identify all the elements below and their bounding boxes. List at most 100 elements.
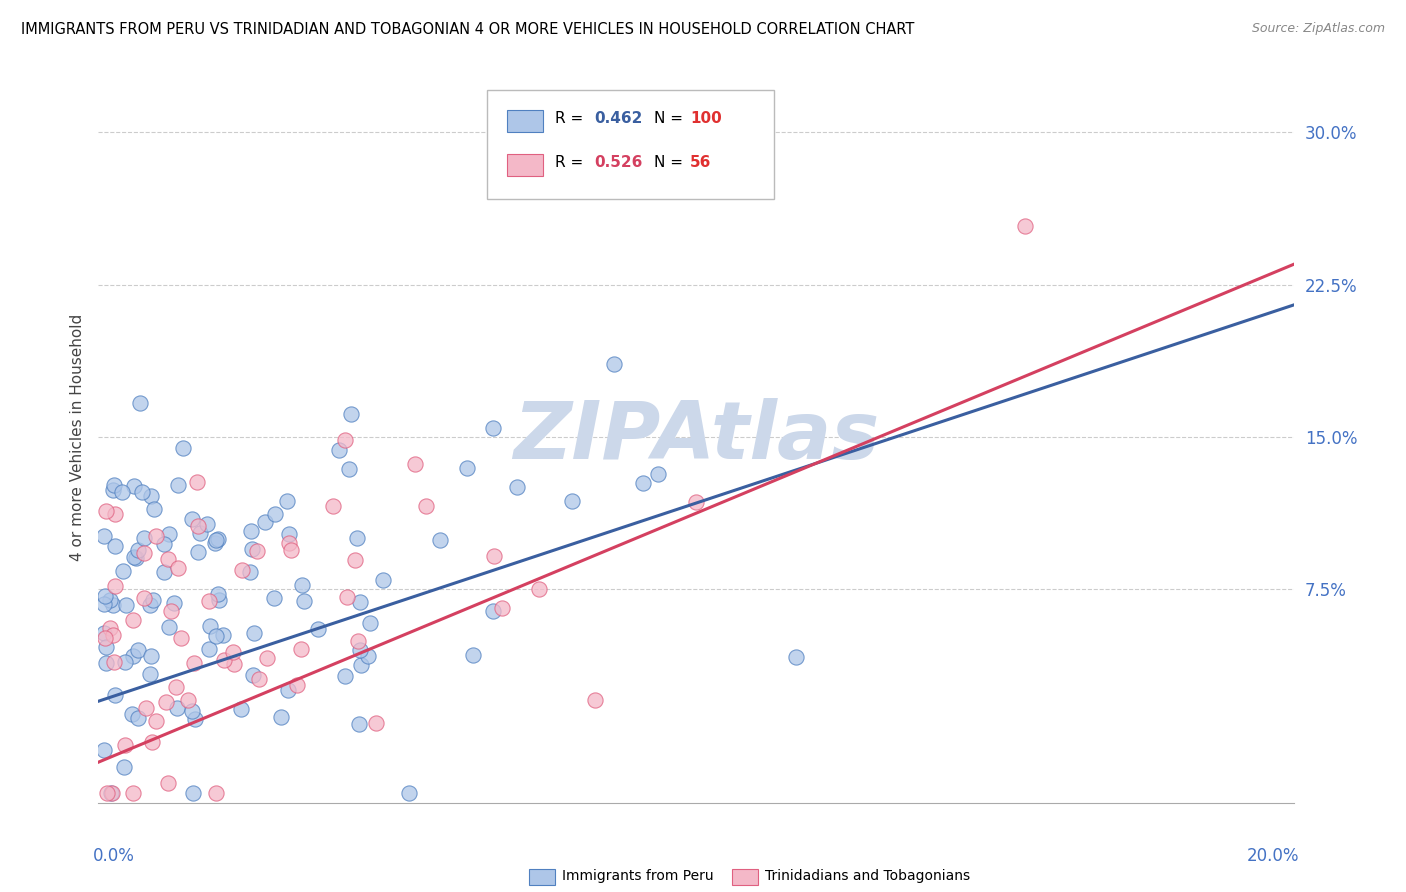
Point: [94, 640, 117, 655]
Point: [243, 625, 266, 640]
Point: [93, 597, 115, 611]
Point: [181, 786, 204, 800]
Point: [205, 786, 228, 800]
Point: [143, 502, 166, 516]
Point: [263, 591, 285, 606]
Point: [405, 457, 427, 471]
Point: [349, 642, 371, 657]
Point: [229, 701, 252, 715]
Point: [207, 587, 229, 601]
Text: R =: R =: [555, 155, 588, 170]
Point: [134, 531, 156, 545]
Text: 20.0%: 20.0%: [1247, 847, 1299, 864]
Point: [94, 657, 117, 671]
Point: [198, 641, 221, 656]
Point: [159, 604, 181, 618]
Point: [114, 656, 136, 670]
Point: [122, 613, 145, 627]
Point: [132, 546, 155, 560]
Point: [429, 533, 451, 547]
Point: [256, 651, 278, 665]
Point: [264, 507, 287, 521]
Point: [172, 441, 194, 455]
Point: [121, 649, 143, 664]
Text: ZIPAtlas: ZIPAtlas: [513, 398, 879, 476]
Point: [184, 712, 207, 726]
Point: [247, 672, 270, 686]
Point: [340, 407, 363, 421]
Text: Source: ZipAtlas.com: Source: ZipAtlas.com: [1251, 22, 1385, 36]
Point: [94, 632, 117, 646]
Point: [346, 531, 368, 545]
Point: [114, 738, 136, 752]
Text: N =: N =: [654, 155, 688, 170]
Point: [100, 592, 122, 607]
Point: [127, 711, 149, 725]
Point: [603, 357, 626, 371]
Point: [101, 598, 124, 612]
Point: [224, 657, 246, 672]
Text: 0.462: 0.462: [595, 112, 643, 127]
Point: [198, 618, 221, 632]
Point: [277, 527, 299, 541]
Point: [132, 591, 155, 606]
Point: [127, 542, 149, 557]
Point: [350, 657, 373, 672]
Point: [121, 706, 143, 721]
Point: [270, 710, 292, 724]
Point: [121, 786, 143, 800]
Bar: [508, 154, 543, 176]
Point: [240, 524, 263, 539]
Text: Trinidadians and Tobagonians: Trinidadians and Tobagonians: [765, 869, 970, 883]
Point: [292, 593, 315, 607]
Text: Immigrants from Peru: Immigrants from Peru: [562, 869, 714, 883]
Point: [96, 786, 118, 800]
Point: [356, 648, 378, 663]
Text: N =: N =: [654, 112, 688, 127]
Point: [93, 743, 115, 757]
Point: [337, 462, 360, 476]
Text: R =: R =: [555, 112, 588, 127]
Point: [177, 692, 200, 706]
Point: [162, 596, 184, 610]
Point: [187, 545, 209, 559]
Point: [187, 518, 209, 533]
Point: [141, 593, 163, 607]
Point: [461, 648, 484, 662]
Bar: [733, 869, 758, 885]
Point: [280, 542, 302, 557]
Point: [153, 565, 176, 579]
Point: [207, 532, 229, 546]
Point: [583, 693, 606, 707]
Point: [491, 600, 513, 615]
Text: 0.0%: 0.0%: [93, 847, 135, 864]
Point: [291, 578, 314, 592]
Point: [415, 499, 437, 513]
Point: [246, 544, 269, 558]
Point: [153, 536, 176, 550]
Point: [139, 667, 162, 681]
Point: [157, 551, 180, 566]
Point: [195, 516, 218, 531]
Point: [333, 668, 356, 682]
Point: [103, 483, 125, 497]
Text: 0.526: 0.526: [595, 155, 643, 170]
Point: [129, 396, 152, 410]
Point: [166, 478, 188, 492]
Point: [482, 421, 505, 435]
Point: [155, 695, 177, 709]
Point: [343, 553, 366, 567]
Point: [156, 776, 179, 790]
Point: [112, 564, 135, 578]
Y-axis label: 4 or more Vehicles in Household: 4 or more Vehicles in Household: [69, 313, 84, 561]
Point: [231, 563, 253, 577]
Point: [322, 499, 344, 513]
Text: IMMIGRANTS FROM PERU VS TRINIDADIAN AND TOBAGONIAN 4 OR MORE VEHICLES IN HOUSEHO: IMMIGRANTS FROM PERU VS TRINIDADIAN AND …: [21, 22, 914, 37]
Point: [127, 642, 149, 657]
Point: [685, 494, 707, 508]
Point: [347, 717, 370, 731]
Point: [94, 504, 117, 518]
Point: [122, 479, 145, 493]
Point: [254, 516, 277, 530]
Bar: [529, 869, 555, 885]
